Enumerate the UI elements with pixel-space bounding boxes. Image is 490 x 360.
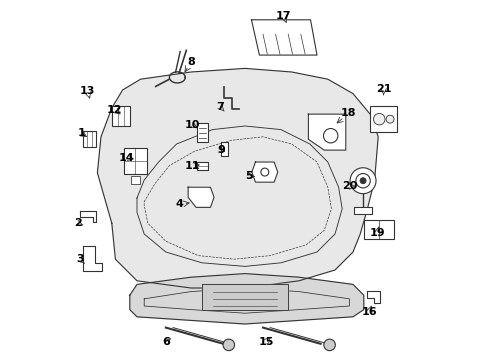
Text: 15: 15	[258, 337, 273, 347]
Text: 4: 4	[175, 199, 183, 210]
FancyBboxPatch shape	[197, 123, 208, 142]
Polygon shape	[130, 274, 364, 324]
Polygon shape	[308, 114, 346, 150]
Circle shape	[323, 129, 338, 143]
Polygon shape	[188, 187, 214, 207]
Text: 2: 2	[74, 218, 81, 228]
Circle shape	[356, 174, 370, 188]
Circle shape	[350, 168, 376, 194]
FancyBboxPatch shape	[354, 207, 372, 214]
Polygon shape	[252, 162, 278, 182]
Text: 20: 20	[343, 181, 358, 192]
Circle shape	[373, 113, 385, 125]
Text: 11: 11	[185, 161, 200, 171]
Text: 5: 5	[245, 171, 252, 181]
Text: 21: 21	[376, 84, 392, 94]
Text: 6: 6	[163, 337, 171, 347]
Polygon shape	[220, 142, 228, 156]
Text: 8: 8	[187, 57, 195, 67]
FancyBboxPatch shape	[123, 148, 147, 174]
Polygon shape	[251, 20, 317, 55]
Text: 3: 3	[76, 254, 84, 264]
Polygon shape	[98, 68, 378, 288]
Circle shape	[261, 168, 269, 176]
FancyBboxPatch shape	[370, 106, 397, 132]
Text: 18: 18	[341, 108, 356, 118]
Circle shape	[324, 339, 335, 351]
Circle shape	[360, 178, 366, 184]
Text: 13: 13	[80, 86, 95, 96]
FancyBboxPatch shape	[364, 220, 394, 239]
Circle shape	[223, 339, 235, 351]
Text: 10: 10	[185, 120, 200, 130]
Text: 19: 19	[369, 228, 385, 238]
Text: 12: 12	[107, 105, 122, 115]
FancyBboxPatch shape	[131, 176, 140, 184]
Polygon shape	[83, 246, 102, 271]
Polygon shape	[80, 211, 97, 222]
Text: 14: 14	[119, 153, 135, 163]
FancyBboxPatch shape	[197, 162, 208, 170]
Text: 9: 9	[218, 145, 225, 156]
FancyBboxPatch shape	[83, 131, 96, 147]
Polygon shape	[202, 284, 288, 310]
Circle shape	[386, 115, 394, 123]
Polygon shape	[367, 291, 380, 303]
FancyBboxPatch shape	[112, 106, 130, 126]
Text: 7: 7	[217, 102, 224, 112]
Text: 1: 1	[77, 128, 85, 138]
Text: 16: 16	[362, 307, 377, 318]
Text: 17: 17	[276, 11, 292, 21]
